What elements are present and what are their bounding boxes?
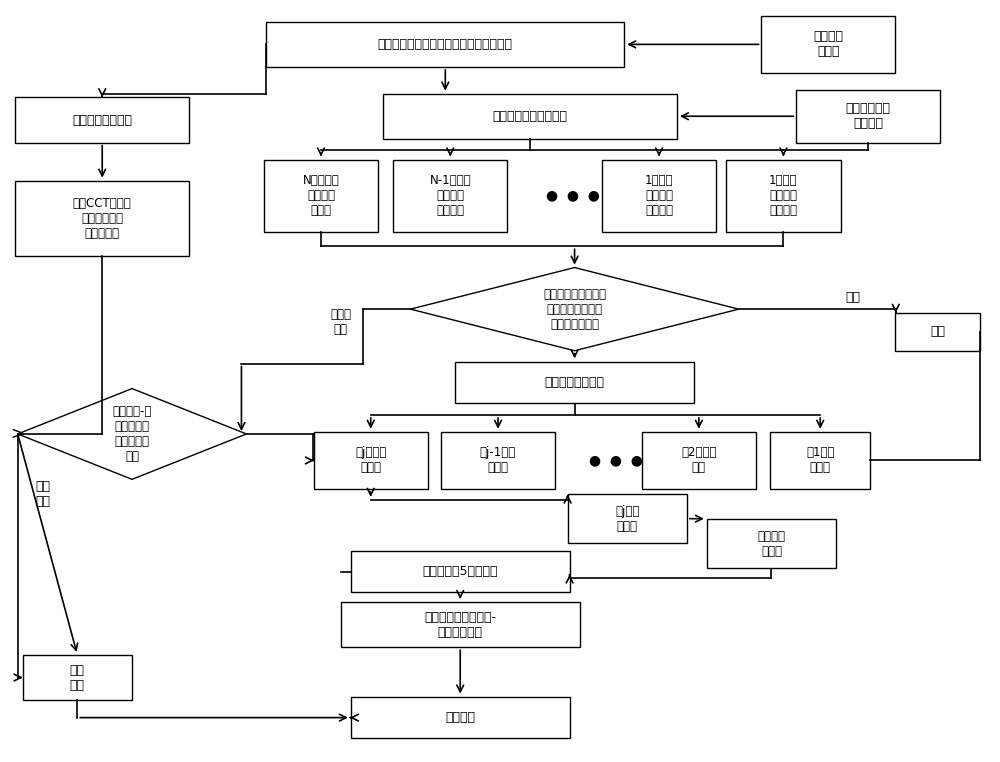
- Text: 满足
要求: 满足 要求: [70, 664, 85, 692]
- FancyBboxPatch shape: [602, 160, 716, 232]
- FancyBboxPatch shape: [770, 432, 870, 488]
- Polygon shape: [410, 267, 739, 351]
- Text: 判定时间-温
度曲线要求
值与计算值
偏差: 判定时间-温 度曲线要求 值与计算值 偏差: [112, 405, 152, 463]
- Text: 1个水箱
全开时上
冷床温度: 1个水箱 全开时上 冷床温度: [645, 174, 673, 217]
- FancyBboxPatch shape: [707, 519, 836, 568]
- Text: 结束退出: 结束退出: [445, 711, 475, 724]
- Text: N个水箱全
开时上冷
床温度: N个水箱全 开时上冷 床温度: [303, 174, 339, 217]
- FancyBboxPatch shape: [642, 432, 756, 488]
- Text: 水箱不同开关组合与
冷床上钢温度要求
（检测值）比对: 水箱不同开关组合与 冷床上钢温度要求 （检测值）比对: [543, 287, 606, 331]
- FancyBboxPatch shape: [351, 696, 570, 738]
- Text: 1个水箱
全开时上
冷床温度: 1个水箱 全开时上 冷床温度: [769, 174, 798, 217]
- FancyBboxPatch shape: [383, 94, 677, 139]
- Text: 越界: 越界: [930, 325, 945, 338]
- Text: 产品组织性能要求: 产品组织性能要求: [72, 114, 132, 126]
- Text: 傅里叶差
分计算: 傅里叶差 分计算: [813, 30, 843, 59]
- FancyBboxPatch shape: [341, 602, 580, 647]
- FancyBboxPatch shape: [264, 160, 378, 232]
- FancyBboxPatch shape: [895, 313, 980, 351]
- Text: 穿水水箱现场
工艺布置: 穿水水箱现场 工艺布置: [845, 102, 890, 130]
- FancyBboxPatch shape: [761, 16, 895, 72]
- Text: 傅里叶差
分计算: 傅里叶差 分计算: [757, 530, 785, 558]
- Text: N-1个水箱
全开时上
冷床温度: N-1个水箱 全开时上 冷床温度: [429, 174, 471, 217]
- Polygon shape: [18, 389, 246, 479]
- FancyBboxPatch shape: [15, 181, 189, 256]
- Text: 满足
要求: 满足 要求: [35, 481, 50, 508]
- FancyBboxPatch shape: [796, 90, 940, 142]
- Text: 第2个水箱
全开: 第2个水箱 全开: [681, 447, 717, 475]
- FancyBboxPatch shape: [393, 160, 507, 232]
- FancyBboxPatch shape: [455, 362, 694, 403]
- FancyBboxPatch shape: [15, 98, 189, 142]
- Text: 第j个水箱
调节阀: 第j个水箱 调节阀: [355, 447, 386, 475]
- Text: 第1个水
箱全开: 第1个水 箱全开: [806, 447, 834, 475]
- Text: >: >: [11, 425, 25, 443]
- Text: 输入钢种、规格、穿水前工艺参数和布置: 输入钢种、规格、穿水前工艺参数和布置: [378, 38, 513, 51]
- FancyBboxPatch shape: [441, 432, 555, 488]
- Text: ●  ●  ●: ● ● ●: [546, 189, 600, 203]
- FancyBboxPatch shape: [23, 655, 132, 700]
- Text: 第j-1个水
箱全开: 第j-1个水 箱全开: [480, 447, 516, 475]
- FancyBboxPatch shape: [314, 432, 428, 488]
- FancyBboxPatch shape: [351, 551, 570, 592]
- Text: 越界: 越界: [846, 291, 861, 304]
- Text: ●  ●  ●: ● ● ●: [589, 453, 643, 467]
- Text: 进j水箱
前温度: 进j水箱 前温度: [615, 504, 639, 533]
- Text: 不满足
要求: 不满足 要求: [330, 308, 351, 336]
- Text: 尝试获得最优组合: 尝试获得最优组合: [545, 376, 605, 389]
- FancyBboxPatch shape: [568, 494, 687, 543]
- Text: 入水箱前轧件温度分布: 入水箱前轧件温度分布: [492, 110, 567, 123]
- Text: 轧后穿水中轧件时间-
温度演变曲线: 轧后穿水中轧件时间- 温度演变曲线: [424, 610, 496, 639]
- Text: 调节阀间隔5刻度寻优: 调节阀间隔5刻度寻优: [422, 565, 498, 578]
- FancyBboxPatch shape: [726, 160, 841, 232]
- Text: 基于CCT曲线的
终轧后轧件冷
却路径要求: 基于CCT曲线的 终轧后轧件冷 却路径要求: [73, 197, 132, 240]
- FancyBboxPatch shape: [266, 21, 624, 67]
